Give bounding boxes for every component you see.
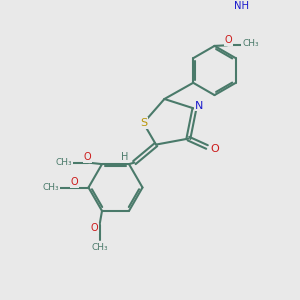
Text: CH₃: CH₃: [91, 243, 108, 252]
Text: O: O: [90, 223, 98, 233]
Text: O: O: [84, 152, 92, 162]
Text: NH: NH: [233, 1, 248, 11]
Text: H: H: [121, 152, 128, 162]
Text: N: N: [195, 100, 203, 111]
Text: O: O: [210, 143, 219, 154]
Text: O: O: [70, 177, 78, 187]
Text: CH₃: CH₃: [242, 39, 259, 48]
Text: CH₃: CH₃: [42, 183, 59, 192]
Text: S: S: [140, 118, 147, 128]
Text: CH₃: CH₃: [56, 158, 73, 167]
Text: O: O: [225, 35, 232, 45]
